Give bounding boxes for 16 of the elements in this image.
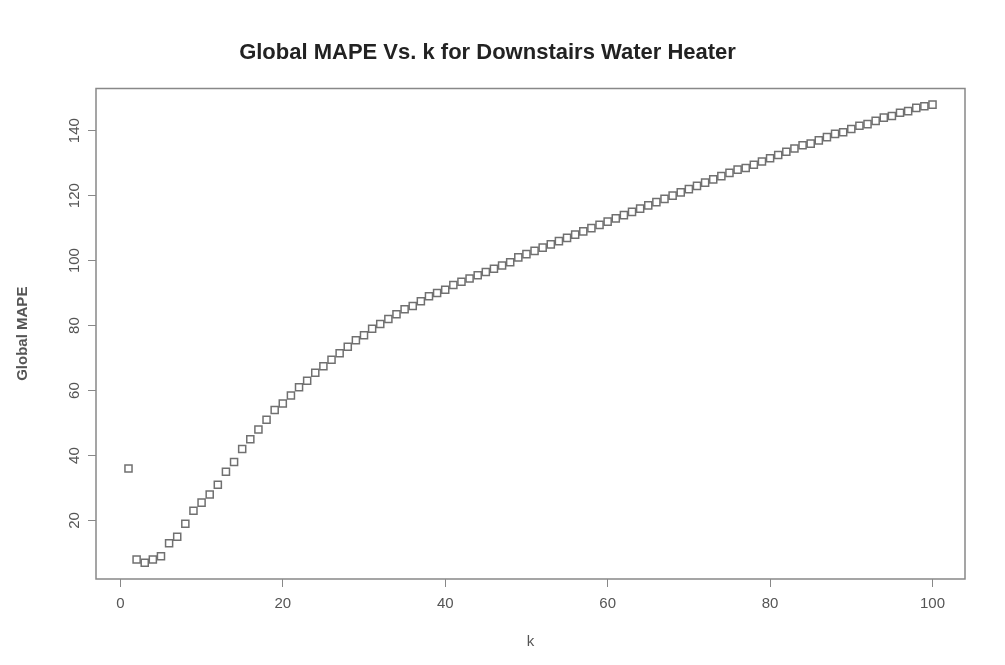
x-tick-label: 100 bbox=[920, 594, 946, 612]
y-axis-title: Global MAPE bbox=[13, 286, 31, 381]
y-tick-label: 100 bbox=[64, 248, 82, 274]
y-tick-label: 140 bbox=[64, 118, 82, 144]
x-tick-label: 20 bbox=[274, 594, 292, 612]
x-tick-label: 60 bbox=[599, 594, 616, 612]
x-tick-label: 40 bbox=[436, 594, 454, 612]
y-tick-label: 80 bbox=[64, 317, 82, 334]
chart-title: Global MAPE Vs. k for Downstairs Water Heater bbox=[239, 39, 737, 65]
y-tick-label: 60 bbox=[64, 382, 82, 399]
y-tick-label: 120 bbox=[64, 183, 82, 209]
x-tick-label: 0 bbox=[116, 594, 125, 612]
y-tick-label: 40 bbox=[64, 447, 82, 464]
y-tick-label: 20 bbox=[64, 512, 82, 529]
x-axis-title: k bbox=[526, 632, 535, 650]
x-tick-label: 80 bbox=[761, 594, 779, 612]
